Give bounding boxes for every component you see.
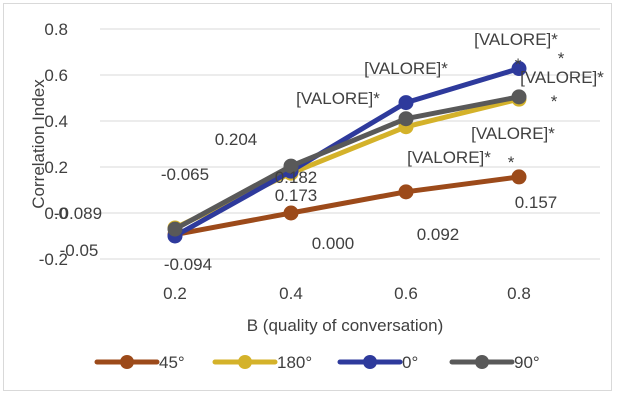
y-axis-title: Correlation Index xyxy=(29,79,48,209)
series-line xyxy=(172,96,522,231)
data-label: 0.204 xyxy=(215,130,258,149)
series-line xyxy=(172,174,522,238)
legend-marker xyxy=(120,355,134,369)
data-point xyxy=(283,158,299,174)
data-point xyxy=(398,111,414,127)
data-point xyxy=(511,61,527,77)
series-line xyxy=(172,94,522,232)
data-point xyxy=(398,184,414,200)
legend-label: 90° xyxy=(514,353,540,372)
data-label: [VALORE]* xyxy=(474,30,558,49)
x-tick-label: 0.2 xyxy=(163,284,187,303)
y-tick-label: 0.8 xyxy=(44,20,68,39)
legend-label: 0° xyxy=(402,353,418,372)
y-tick-label: 0.4 xyxy=(44,112,68,131)
data-label: [VALORE]* xyxy=(407,148,491,167)
x-axis-title: B (quality of conversation) xyxy=(247,316,444,335)
y-tick-label: 0.0 xyxy=(44,204,68,223)
series-line xyxy=(172,66,522,239)
legend-marker xyxy=(363,355,377,369)
x-tick-label: 0.8 xyxy=(507,284,531,303)
significance-asterisk: * xyxy=(551,92,558,111)
data-point xyxy=(283,205,299,221)
data-label: 0.182 xyxy=(275,168,318,187)
y-tick-label: -0.2 xyxy=(39,250,68,269)
data-label: [VALORE]* xyxy=(520,68,604,87)
data-label: -0.065 xyxy=(161,165,209,184)
significance-asterisk: * xyxy=(515,55,522,74)
data-point xyxy=(511,169,527,185)
data-point xyxy=(398,95,414,111)
significance-asterisk: * xyxy=(508,153,515,172)
legend-marker xyxy=(475,355,489,369)
legend-label: 45° xyxy=(159,353,185,372)
data-label: [VALORE]* xyxy=(296,89,380,108)
y-tick-label: 0.6 xyxy=(44,66,68,85)
data-label: [VALORE]* xyxy=(471,124,555,143)
data-point xyxy=(167,221,183,237)
data-label: -0.094 xyxy=(164,255,212,274)
data-label: -0.089 xyxy=(54,204,102,223)
legend-marker xyxy=(238,355,252,369)
data-label: 0.173 xyxy=(275,186,318,205)
y-tick-label: 0.2 xyxy=(44,158,68,177)
legend-label: 180° xyxy=(277,353,312,372)
data-label: 0.157 xyxy=(515,193,558,212)
data-label: 0.000 xyxy=(312,234,355,253)
data-label: 0.092 xyxy=(417,225,460,244)
data-label: [VALORE]* xyxy=(364,59,448,78)
data-point xyxy=(511,89,527,105)
chart-frame xyxy=(3,3,612,391)
data-label: -0.05 xyxy=(60,241,99,260)
x-tick-label: 0.4 xyxy=(279,284,303,303)
significance-asterisk: * xyxy=(558,49,565,68)
x-tick-label: 0.6 xyxy=(394,284,418,303)
